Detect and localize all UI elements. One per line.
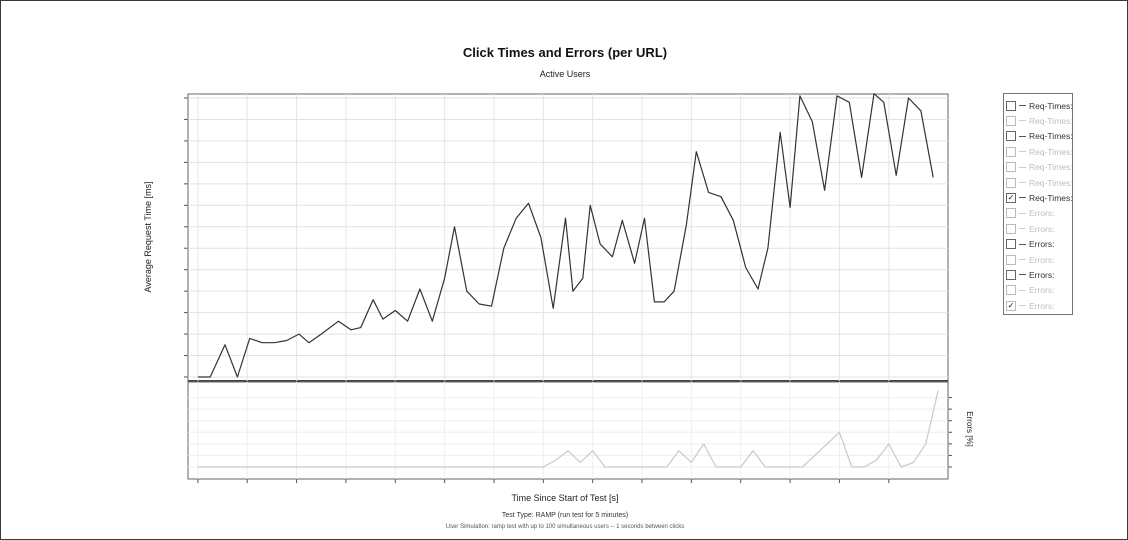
legend-label: Req-Times:: [1029, 177, 1073, 188]
legend-checkbox[interactable]: [1006, 131, 1016, 142]
legend-label: Errors:: [1029, 285, 1055, 296]
legend-checkbox[interactable]: [1006, 285, 1016, 296]
legend-item[interactable]: Req-Times:: [1006, 129, 1073, 144]
legend-checkbox[interactable]: [1006, 223, 1016, 234]
legend-line-swatch: [1019, 259, 1026, 260]
legend-line-swatch: [1019, 120, 1026, 122]
legend-item[interactable]: Errors:: [1006, 221, 1072, 236]
legend-item[interactable]: Errors:: [1006, 206, 1072, 221]
legend-item[interactable]: ✓ Req-Times:: [1006, 190, 1073, 205]
legend-item[interactable]: Req-Times:: [1006, 113, 1073, 128]
legend-item[interactable]: Req-Times:: [1006, 144, 1073, 159]
legend-label: Req-Times:: [1029, 192, 1073, 203]
legend-checkbox[interactable]: [1006, 269, 1016, 280]
legend-item[interactable]: Errors:: [1006, 252, 1072, 267]
legend-item[interactable]: Req-Times:: [1006, 175, 1073, 190]
legend-label: Req-Times:: [1029, 100, 1073, 111]
y-axis: [184, 97, 188, 378]
legend-checkbox[interactable]: [1006, 208, 1016, 219]
test-type-note: Test Type: RAMP (run test for 5 minutes): [502, 512, 628, 519]
legend-checkbox[interactable]: [1006, 100, 1016, 111]
chart-title: Click Times and Errors (per URL): [463, 45, 667, 60]
legend-label: Req-Times:: [1029, 146, 1073, 157]
legend-label: Errors:: [1029, 300, 1055, 311]
legend-checkbox[interactable]: ✓: [1006, 300, 1016, 311]
legend-line-swatch: [1019, 197, 1026, 199]
legend-line-swatch: [1019, 105, 1026, 106]
legend-checkbox[interactable]: ✓: [1006, 192, 1016, 203]
legend-item[interactable]: Errors:: [1006, 267, 1072, 282]
legend-checkbox[interactable]: [1006, 177, 1016, 188]
legend: Req-Times: Req-Times: Req-Times: Req-Times:…: [1003, 93, 1073, 315]
legend-line-swatch: [1019, 212, 1026, 214]
legend-line-swatch: [1019, 274, 1026, 276]
error-axis-title: Errors [%]: [965, 411, 974, 447]
legend-item[interactable]: Req-Times:: [1006, 98, 1073, 113]
legend-item[interactable]: Errors:: [1006, 237, 1072, 252]
request-time-plot-area: [187, 93, 949, 382]
legend-line-swatch: [1019, 182, 1026, 183]
x-axis: [197, 479, 890, 483]
errors-series-line: [197, 390, 939, 468]
legend-line-swatch: [1019, 305, 1026, 307]
legend-label: Errors:: [1029, 223, 1055, 234]
legend-label: Errors:: [1029, 254, 1055, 265]
legend-label: Errors:: [1029, 208, 1055, 219]
legend-checkbox[interactable]: [1006, 254, 1016, 265]
legend-line-swatch: [1019, 243, 1026, 245]
y-axis-title: Average Request Time [ms]: [143, 182, 153, 293]
legend-checkbox[interactable]: [1006, 146, 1016, 157]
legend-line-swatch: [1019, 289, 1026, 291]
legend-item[interactable]: Errors:: [1006, 283, 1072, 298]
legend-line-swatch: [1019, 151, 1026, 153]
legend-line-swatch: [1019, 135, 1026, 137]
x-axis-title: Time Since Start of Test [s]: [511, 493, 618, 503]
legend-label: Errors:: [1029, 269, 1055, 280]
legend-label: Req-Times:: [1029, 131, 1073, 142]
legend-item[interactable]: ✓ Errors:: [1006, 298, 1072, 313]
legend-line-swatch: [1019, 228, 1026, 230]
legend-label: Req-Times:: [1029, 162, 1073, 173]
legend-label: Req-Times:: [1029, 115, 1073, 126]
error-plot-area: [187, 381, 949, 480]
legend-line-swatch: [1019, 166, 1026, 168]
error-axis: [948, 397, 952, 468]
error-plot-frame: [187, 381, 949, 480]
legend-label: Errors:: [1029, 239, 1055, 250]
legend-checkbox[interactable]: [1006, 239, 1016, 250]
user-simulation-note: User Simulation: ramp test with up to 10…: [446, 524, 684, 530]
legend-item[interactable]: Req-Times:: [1006, 160, 1073, 175]
legend-checkbox[interactable]: [1006, 162, 1016, 173]
legend-checkbox[interactable]: [1006, 115, 1016, 126]
request-time-series-line: [197, 93, 934, 378]
top-axis-title: Active Users: [540, 69, 591, 79]
